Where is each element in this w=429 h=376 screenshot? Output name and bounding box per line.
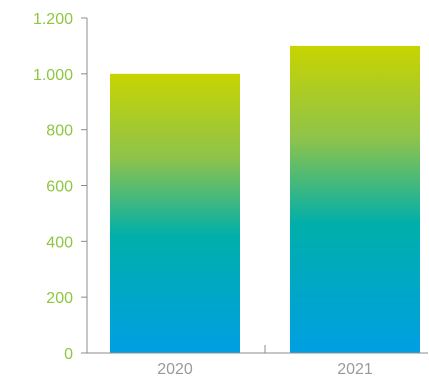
y-tick-label: 200 xyxy=(46,290,73,307)
x-tick-label: 2021 xyxy=(337,361,373,376)
y-tick-label: 800 xyxy=(46,123,73,140)
y-tick-label: 0 xyxy=(64,346,73,363)
y-axis: 0 200 400 600 800 1.000 1.200 xyxy=(33,11,87,363)
y-tick-label: 1.200 xyxy=(33,11,73,28)
x-tick-label: 2020 xyxy=(157,361,193,376)
y-tick-label: 600 xyxy=(46,179,73,196)
x-axis: 2020 2021 xyxy=(157,345,373,376)
y-tick-label: 400 xyxy=(46,234,73,251)
bar-2020 xyxy=(110,73,240,353)
bars-group xyxy=(110,45,420,354)
bar-2021 xyxy=(290,45,420,354)
y-tick-label: 1.000 xyxy=(33,67,73,84)
